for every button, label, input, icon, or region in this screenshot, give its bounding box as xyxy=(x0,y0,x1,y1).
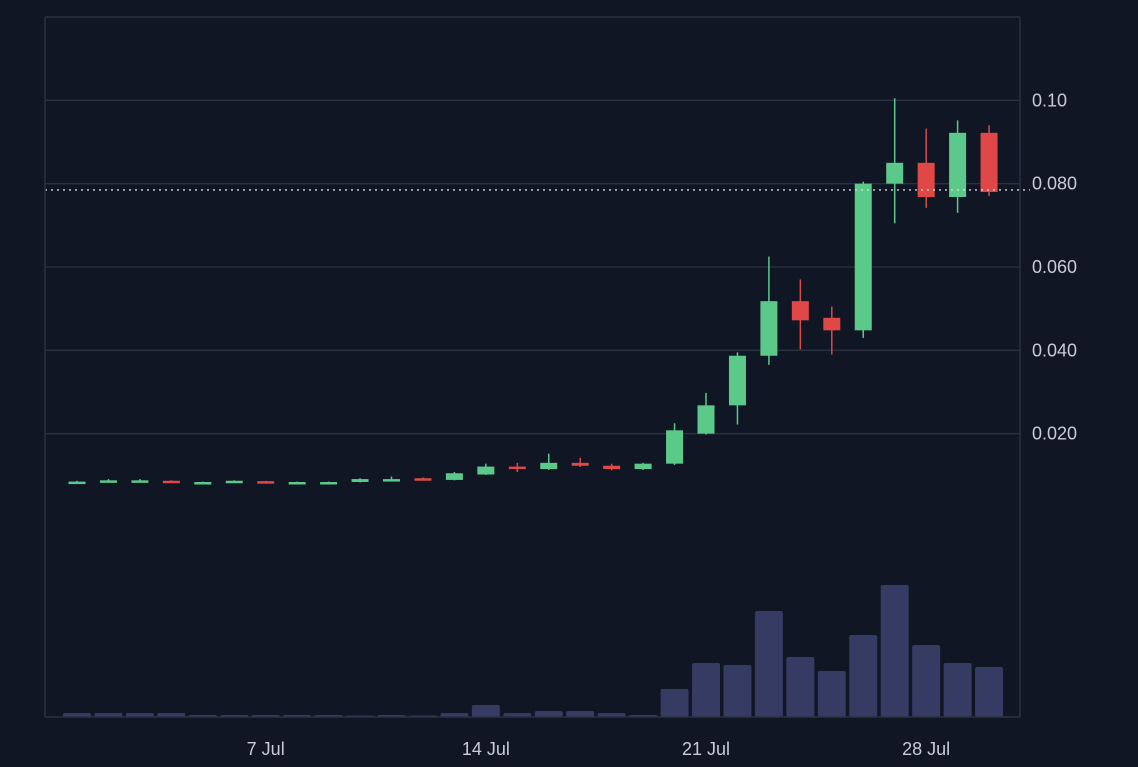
volume-bar xyxy=(566,711,595,717)
x-tick-label: 21 Jul xyxy=(682,739,730,759)
candle xyxy=(414,477,432,481)
volume-bar xyxy=(534,711,563,717)
candle xyxy=(571,457,589,467)
candle-body xyxy=(571,462,589,466)
y-tick-label: 0.040 xyxy=(1032,340,1077,360)
candle-body xyxy=(603,465,621,470)
candle xyxy=(131,479,149,483)
candle xyxy=(603,463,621,471)
candle-body xyxy=(666,430,684,464)
candle-body xyxy=(383,479,400,482)
candle-body xyxy=(508,466,526,470)
volume-bar xyxy=(880,585,909,717)
candle-body xyxy=(980,132,998,192)
candle xyxy=(288,481,306,485)
candle-body xyxy=(760,301,778,356)
candle xyxy=(886,98,904,224)
volume-bar xyxy=(943,663,972,717)
candle-body xyxy=(414,478,432,481)
x-tick-label: 7 Jul xyxy=(247,739,285,759)
volume-bar xyxy=(660,689,689,717)
candle-body xyxy=(886,162,904,184)
candle xyxy=(445,472,463,481)
candle xyxy=(68,480,86,485)
x-tick-label: 28 Jul xyxy=(902,739,950,759)
gridlines xyxy=(45,99,1020,435)
candle-body xyxy=(477,466,495,475)
candle xyxy=(162,480,180,484)
volume-bar xyxy=(849,635,878,717)
candle xyxy=(791,279,809,350)
candle xyxy=(540,453,558,470)
volume-bar xyxy=(975,667,1004,717)
candle-body xyxy=(320,482,338,485)
candle xyxy=(99,479,117,483)
volume-bars xyxy=(63,585,1004,717)
volume-bar xyxy=(94,713,123,717)
candles xyxy=(68,98,998,485)
candle xyxy=(257,480,275,484)
volume-bar xyxy=(125,713,154,717)
y-tick-label: 0.020 xyxy=(1032,424,1077,444)
candle-body xyxy=(728,355,746,406)
y-axis: 0.020 0.040 0.060 0.080 0.10 xyxy=(1032,90,1077,443)
candle xyxy=(823,306,841,355)
candle xyxy=(508,462,526,472)
candle xyxy=(728,352,746,425)
candle xyxy=(949,120,967,213)
candle-body xyxy=(351,479,369,482)
y-tick-label: 0.080 xyxy=(1032,174,1077,194)
volume-bar xyxy=(817,671,846,717)
candle xyxy=(634,462,652,470)
volume-bar xyxy=(157,713,186,717)
candle-body xyxy=(949,132,967,197)
plot-frame xyxy=(44,16,1021,718)
y-tick-label: 0.060 xyxy=(1032,257,1077,277)
volume-bar xyxy=(692,663,720,717)
volume-bar xyxy=(723,665,752,717)
volume-bar xyxy=(63,713,91,717)
candle-body xyxy=(68,481,86,485)
candle-body xyxy=(791,301,809,321)
x-axis: 7 Jul 14 Jul 21 Jul 28 Jul xyxy=(247,739,950,759)
candle xyxy=(320,481,338,485)
candle-body xyxy=(917,162,935,197)
candle-body xyxy=(225,480,243,484)
candle-body xyxy=(634,463,652,470)
candle xyxy=(917,128,935,208)
candle xyxy=(351,478,369,483)
candle-body xyxy=(854,183,872,331)
candle xyxy=(477,463,495,475)
volume-bar xyxy=(754,611,783,717)
x-tick-label: 14 Jul xyxy=(462,739,510,759)
volume-bar xyxy=(912,645,941,717)
volume-bar xyxy=(786,657,815,717)
volume-bar xyxy=(597,713,626,717)
candle xyxy=(383,476,400,482)
candle xyxy=(194,481,212,485)
volume-bar xyxy=(503,713,532,717)
candle xyxy=(980,125,998,197)
candle-body xyxy=(823,317,841,331)
candle-body xyxy=(257,481,275,484)
volume-bar xyxy=(440,713,469,717)
candle-body xyxy=(697,405,715,434)
candle-body xyxy=(194,482,212,485)
candle xyxy=(760,256,778,365)
volume-bar xyxy=(471,705,500,717)
candle xyxy=(697,392,715,435)
candle-body xyxy=(162,480,180,484)
candle-body xyxy=(131,480,149,483)
candle-body xyxy=(445,473,463,480)
candle-body xyxy=(99,480,117,483)
y-tick-label: 0.10 xyxy=(1032,90,1067,110)
candle xyxy=(854,181,872,338)
candle-body xyxy=(288,482,306,485)
candle xyxy=(666,423,684,465)
candle xyxy=(225,480,243,484)
candle-body xyxy=(540,462,558,470)
